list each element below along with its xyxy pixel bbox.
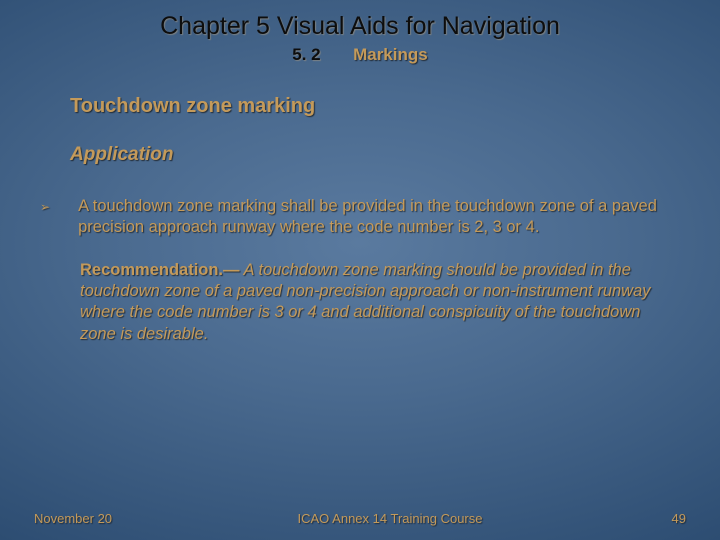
chapter-title: Chapter 5 Visual Aids for Navigation [40,12,680,41]
bullet-text: A touchdown zone marking shall be provid… [78,196,670,238]
bullet-item: ➢ A touchdown zone marking shall be prov… [40,196,680,238]
slide: Chapter 5 Visual Aids for Navigation 5. … [0,0,720,540]
bullet-marker-icon: ➢ [40,200,50,214]
footer: November 20 ICAO Annex 14 Training Cours… [0,511,720,526]
recommendation-block: Recommendation.— A touchdown zone markin… [80,260,660,344]
section-row: 5. 2 Markings [40,45,680,65]
slide-subtitle: Touchdown zone marking [70,95,680,118]
footer-date: November 20 [34,511,134,526]
application-heading: Application [70,144,680,166]
footer-page-number: 49 [646,511,686,526]
section-label: Markings [353,45,428,65]
recommendation-label: Recommendation.— [80,261,240,279]
section-number: 5. 2 [292,45,320,65]
footer-course: ICAO Annex 14 Training Course [134,511,646,526]
